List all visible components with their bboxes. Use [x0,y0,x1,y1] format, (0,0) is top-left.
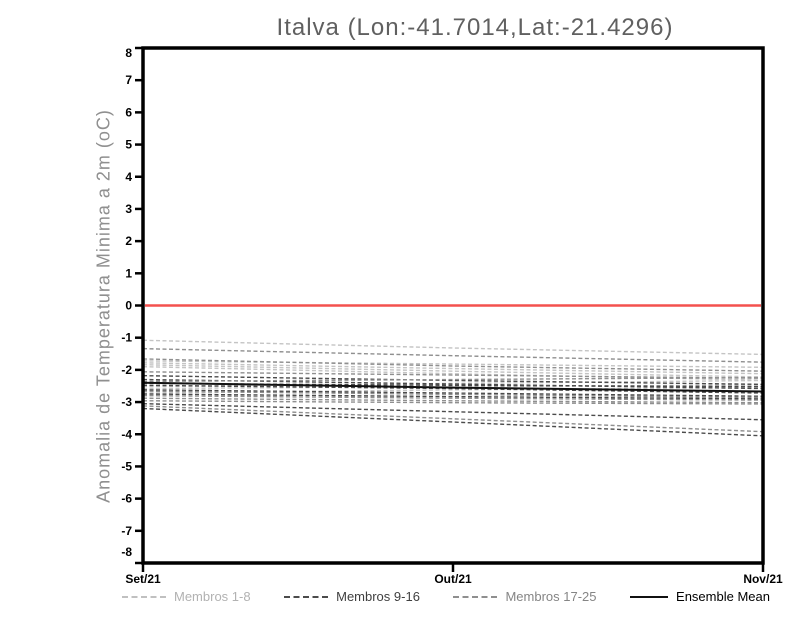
member-line [142,360,764,368]
member-line [142,407,764,437]
member-line [142,397,764,404]
legend-item-membros-1-8: Membros 1-8 [122,589,251,604]
y-tick-label: 1 [125,266,132,280]
member-line [142,390,764,399]
legend-item-membros-9-16: Membros 9-16 [284,589,420,604]
chart-legend: Membros 1-8 Membros 9-16 Membros 17-25 Ense… [122,589,770,604]
dashed-line-swatch [122,595,166,598]
y-tick-label: -6 [121,492,132,506]
y-tick-label: 3 [125,202,132,216]
y-tick-label: -2 [121,363,132,377]
member-line [142,389,764,397]
dashed-line-swatch [453,595,498,598]
y-tick-label: 6 [125,105,132,119]
x-tick-label: Set/21 [125,572,161,586]
y-tick-label: -4 [121,427,132,441]
y-tick-label: 2 [125,234,132,248]
member-line [142,393,764,400]
chart-title: Italva (Lon:-41.7014,Lat:-21.4296) [276,14,674,41]
member-line [142,382,764,388]
member-line [142,347,764,363]
ensemble-mean-line [142,381,764,393]
member-line [142,339,764,356]
y-tick-label: -5 [121,459,132,473]
member-line [142,400,764,405]
y-tick-label: -3 [121,395,132,409]
member-line [142,402,764,421]
legend-item-ensemble-mean: Ensemble Mean [630,589,770,604]
solid-line-swatch [630,595,669,598]
member-line [142,384,764,394]
member-line [142,378,764,390]
legend-label: Ensemble Mean [676,589,770,604]
y-tick-label: 4 [125,170,132,184]
member-line [142,386,764,394]
member-line [142,394,764,401]
dashed-line-swatch [284,595,329,598]
member-line [142,371,764,379]
y-tick-label: 8 [125,46,132,60]
legend-item-membros-17-25: Membros 17-25 [453,589,597,604]
member-line [142,362,764,375]
member-line [142,358,764,372]
legend-label: Membros 9-16 [336,589,420,604]
y-tick-label: -1 [121,331,132,345]
member-line [142,374,764,386]
member-line [142,376,764,383]
member-line [142,379,764,388]
legend-label: Membros 17-25 [505,589,597,604]
legend-label: Membros 1-8 [174,589,251,604]
y-tick-label: -7 [121,524,132,538]
y-tick-label: 0 [125,299,132,313]
y-tick-label: -8 [121,545,132,559]
member-line [142,364,764,378]
y-tick-label: 5 [125,138,132,152]
x-tick-label: Nov/21 [743,572,783,586]
x-tick-label: Out/21 [434,572,472,586]
member-line [142,405,764,433]
y-tick-label: 7 [125,73,132,87]
